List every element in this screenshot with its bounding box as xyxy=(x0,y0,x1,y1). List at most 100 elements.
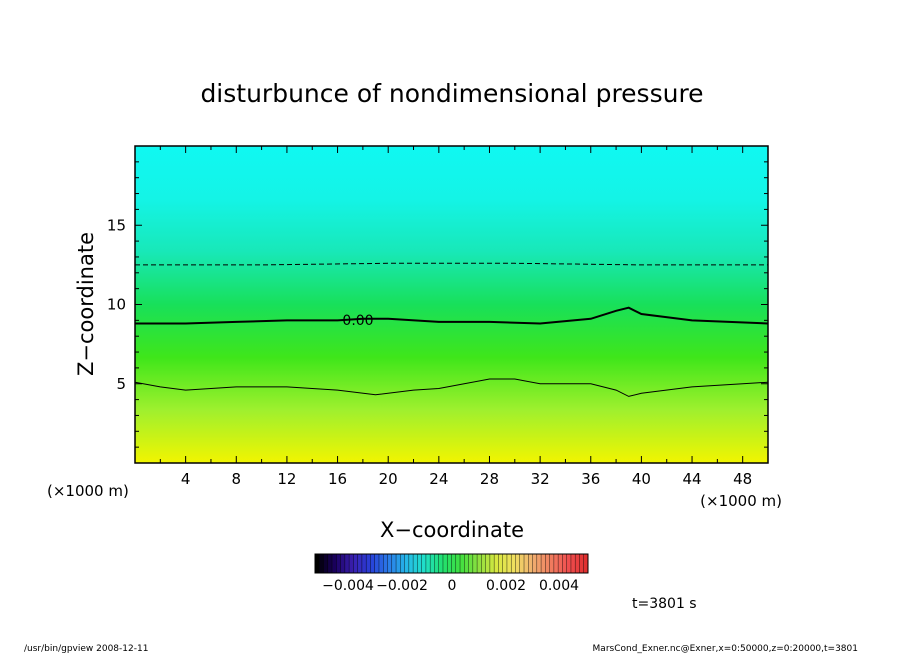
colorbar-cell xyxy=(489,554,495,573)
colorbar-tick-label: 0 xyxy=(448,578,457,594)
y-tick-label: 5 xyxy=(116,375,126,393)
colorbar-cell xyxy=(536,554,542,573)
colorbar-cell xyxy=(528,554,533,573)
colorbar-cell xyxy=(494,554,499,573)
colorbar-cell xyxy=(570,554,576,573)
colorbar-cell xyxy=(464,554,469,573)
colorbar-cell xyxy=(327,554,333,573)
time-label: t=3801 s xyxy=(632,596,697,612)
x-tick-label: 12 xyxy=(277,470,296,488)
x-tick-label: 28 xyxy=(480,470,499,488)
colorbar-cells xyxy=(314,554,589,573)
x-tick-label: 8 xyxy=(232,470,242,488)
x-tick-label: 20 xyxy=(379,470,398,488)
footer-right: MarsCond_Exner.nc@Exner,x=0:50000,z=0:20… xyxy=(593,644,858,654)
colorbar-cell xyxy=(315,554,320,573)
colorbar-cell xyxy=(413,554,418,573)
colorbar-cell xyxy=(421,554,427,573)
colorbar-cell xyxy=(558,554,563,573)
x-unit-left: (×1000 m) xyxy=(47,482,129,500)
y-axis-label: Z−coordinate xyxy=(74,232,98,376)
colorbar-cell xyxy=(515,554,521,573)
plot-area: 0.00 xyxy=(134,145,769,464)
colorbar-cell xyxy=(349,554,354,573)
x-tick-label: 48 xyxy=(733,470,752,488)
colorbar-cell xyxy=(340,554,346,573)
colorbar: −0.004 −0.002 0 0.002 0.004 xyxy=(314,553,589,594)
colorbar-cell xyxy=(442,554,448,573)
colorbar-cell xyxy=(383,554,388,573)
colorbar-tick-label: 0.004 xyxy=(539,578,579,594)
colorbar-cell xyxy=(506,554,512,573)
colorbar-frame xyxy=(314,553,589,574)
x-tick-label: 4 xyxy=(181,470,191,488)
colorbar-cell xyxy=(579,554,585,573)
chart-title: disturbunce of nondimensional pressure xyxy=(200,79,703,108)
colorbar-cell xyxy=(319,554,324,573)
colorbar-cell xyxy=(361,554,367,573)
colorbar-cell xyxy=(562,554,567,573)
colorbar-cell xyxy=(438,554,444,573)
colorbar-cell xyxy=(408,554,414,573)
contour-layer xyxy=(135,262,768,397)
colorbar-cell xyxy=(481,554,486,573)
footer-left: /usr/bin/gpview 2008-12-11 xyxy=(24,644,148,654)
colorbar-cell xyxy=(553,554,559,573)
colorbar-labels: −0.004 −0.002 0 0.002 0.004 xyxy=(322,578,579,594)
colorbar-cell xyxy=(357,554,363,573)
colorbar-cell xyxy=(460,554,465,573)
colorbar-tick-label: 0.002 xyxy=(486,578,526,594)
colorbar-cell xyxy=(391,554,397,573)
colorbar-cell xyxy=(477,554,482,573)
x-tick-label: 32 xyxy=(531,470,550,488)
colorbar-cell xyxy=(323,554,329,573)
colorbar-tick-label: −0.002 xyxy=(376,578,428,594)
x-tick-label: 16 xyxy=(328,470,347,488)
contour-line-solid-thin xyxy=(135,378,768,397)
x-tick-labels: 4 8 12 16 20 24 28 32 36 40 44 48 xyxy=(181,470,752,488)
colorbar-cell xyxy=(417,554,422,573)
colorbar-cell xyxy=(468,554,474,573)
contour-label: 0.00 xyxy=(342,313,373,329)
colorbar-cell xyxy=(498,554,503,573)
colorbar-cell xyxy=(378,554,384,573)
colorbar-cell xyxy=(455,554,461,573)
colorbar-cell xyxy=(434,554,440,573)
colorbar-cell xyxy=(575,554,580,573)
tick-marks xyxy=(135,146,768,463)
colorbar-cell xyxy=(366,554,371,573)
colorbar-cell xyxy=(549,554,555,573)
colorbar-cell xyxy=(541,554,546,573)
x-tick-label: 40 xyxy=(632,470,651,488)
colorbar-cell xyxy=(430,554,435,573)
colorbar-cell xyxy=(396,554,401,573)
colorbar-cell xyxy=(344,554,350,573)
colorbar-cell xyxy=(400,554,405,573)
colorbar-cell xyxy=(532,554,538,573)
x-tick-label: 36 xyxy=(581,470,600,488)
y-tick-label: 15 xyxy=(107,216,126,234)
colorbar-cell xyxy=(472,554,478,573)
colorbar-cell xyxy=(374,554,380,573)
colorbar-cell xyxy=(447,554,452,573)
y-tick-label: 10 xyxy=(107,296,126,314)
colorbar-cell xyxy=(404,554,410,573)
colorbar-cell xyxy=(524,554,529,573)
colorbar-cell xyxy=(519,554,525,573)
x-tick-label: 24 xyxy=(429,470,448,488)
x-tick-label: 44 xyxy=(682,470,701,488)
colorbar-cell xyxy=(502,554,508,573)
colorbar-cell xyxy=(387,554,393,573)
y-tick-labels: 5 10 15 xyxy=(107,216,126,393)
colorbar-tick-label: −0.004 xyxy=(322,578,374,594)
colorbar-cell xyxy=(336,554,341,573)
colorbar-cell xyxy=(451,554,457,573)
colorbar-cell xyxy=(545,554,550,573)
colorbar-cell xyxy=(370,554,376,573)
x-unit-right: (×1000 m) xyxy=(700,492,782,510)
colorbar-cell xyxy=(566,554,572,573)
field-fill xyxy=(135,146,768,463)
colorbar-cell xyxy=(332,554,337,573)
colorbar-cell xyxy=(511,554,516,573)
